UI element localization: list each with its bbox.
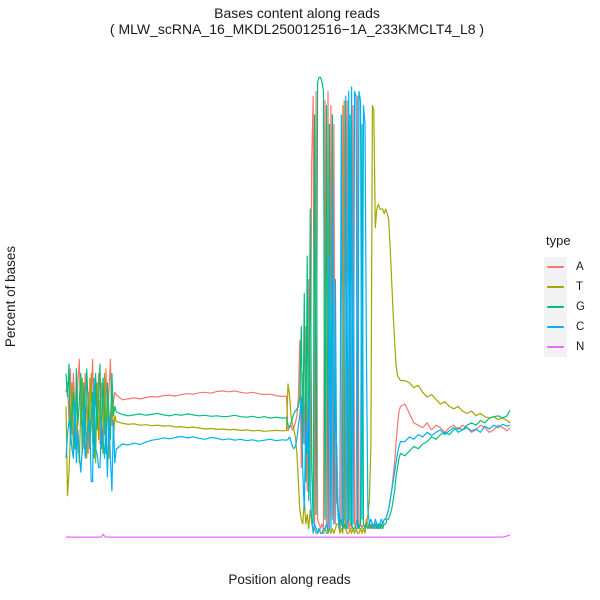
- x-tick-label: 200: [353, 0, 371, 3]
- series-line-T: [65, 100, 511, 534]
- x-tick-label: 25: [97, 0, 109, 3]
- legend-key-A-icon: [544, 257, 567, 277]
- x-tick-label: 100: [205, 0, 223, 3]
- x-tick-label: 275: [464, 0, 482, 3]
- y-axis-title: Percent of bases: [3, 245, 18, 348]
- legend: type A T G C N: [544, 233, 585, 357]
- legend-label-C: C: [576, 321, 585, 333]
- legend-key-N-icon: [544, 337, 567, 357]
- legend-key-G-icon: [544, 297, 567, 317]
- legend-entry-G: G: [544, 297, 585, 317]
- series-line-N: [66, 533, 511, 538]
- legend-label-T: T: [576, 281, 584, 293]
- legend-label-N: N: [576, 341, 585, 353]
- series-line-A: [65, 90, 511, 530]
- legend-label-G: G: [576, 301, 585, 313]
- x-tick-label: 175: [316, 0, 334, 3]
- legend-entry-N: N: [544, 337, 585, 357]
- x-tick-label: 75: [171, 0, 183, 3]
- chart-title: Bases content along reads: [214, 5, 380, 21]
- x-tick-label: 300: [501, 0, 519, 3]
- legend-entry-C: C: [544, 317, 585, 337]
- legend-entry-T: T: [544, 277, 585, 297]
- x-tick-label: 0: [63, 0, 69, 3]
- legend-title: type: [546, 233, 571, 248]
- x-tick-label: 50: [134, 0, 146, 3]
- x-axis-title: Position along reads: [228, 572, 351, 587]
- series-line-C: [65, 86, 511, 534]
- x-tick-label: 150: [279, 0, 297, 3]
- x-tick-label: 225: [390, 0, 408, 3]
- x-tick-label: 125: [242, 0, 260, 3]
- chart-subtitle: ( MLW_scRNA_16_MKDL250012516−1A_233KMCLT…: [109, 21, 485, 37]
- legend-key-T-icon: [544, 277, 567, 297]
- legend-entry-A: A: [544, 257, 585, 277]
- legend-key-C-icon: [544, 317, 567, 337]
- series-line-G: [65, 76, 511, 530]
- x-tick-label: 250: [427, 0, 445, 3]
- legend-label-A: A: [576, 261, 584, 273]
